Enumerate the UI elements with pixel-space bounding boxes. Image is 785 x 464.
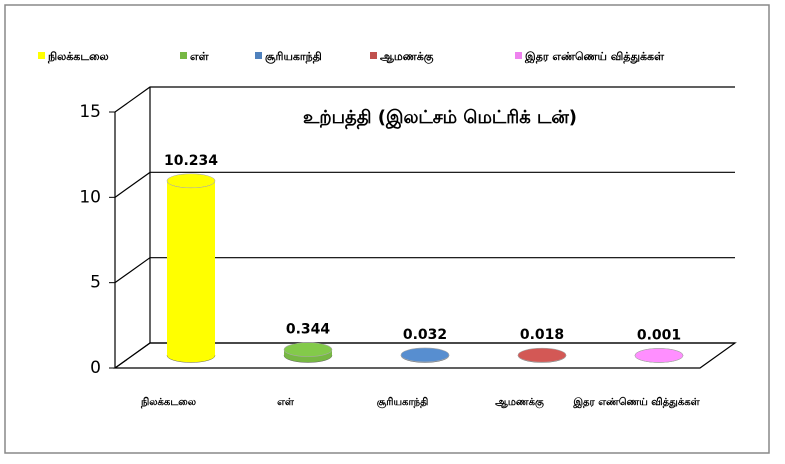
- value-label: 0.032: [403, 327, 447, 343]
- y-tick-label: 5: [90, 273, 101, 293]
- legend-label: ஆமணக்கு: [380, 50, 434, 65]
- legend-label: எள்: [190, 50, 210, 63]
- chart-title: உற்பத்தி (இலட்சம் மெட்ரிக் டன்): [303, 107, 577, 130]
- y-tick-label: 0: [90, 358, 101, 378]
- cylinder-top: [167, 174, 215, 188]
- legend-swatch: [515, 52, 522, 59]
- legend-swatch: [370, 52, 377, 59]
- legend-label: இதர எண்ணெய் வித்துக்கள்: [524, 50, 665, 64]
- cylinder: [284, 343, 332, 363]
- chart-frame: [5, 5, 769, 453]
- cylinder: [167, 174, 215, 363]
- value-label: 10.234: [164, 153, 218, 169]
- cylinder: [635, 348, 683, 362]
- legend-swatch: [38, 52, 45, 59]
- x-tick-label: சூரியகாந்தி: [377, 396, 429, 408]
- x-tick-label: இதர எண்ணெய் வித்துக்கள்: [572, 396, 700, 408]
- y-tick-label: 15: [79, 102, 101, 122]
- cylinder-top: [284, 343, 332, 357]
- legend-swatch: [255, 52, 262, 59]
- value-label: 0.001: [637, 327, 681, 343]
- x-tick-label: நிலக்கடலை: [140, 396, 196, 409]
- legend-label: சூரியகாந்தி: [265, 50, 322, 64]
- value-label: 0.344: [286, 322, 331, 338]
- cylinder-top: [518, 348, 566, 362]
- x-tick-label: எள்: [277, 397, 295, 408]
- x-tick-label: ஆமணக்கு: [495, 397, 544, 409]
- value-label: 0.018: [520, 327, 564, 343]
- cylinder-top: [635, 348, 683, 362]
- legend-label: நிலக்கடலை: [47, 50, 109, 64]
- legend-swatch: [180, 52, 187, 59]
- cylinder: [518, 348, 566, 362]
- bar: [167, 181, 215, 356]
- cylinder-top: [401, 348, 449, 362]
- y-tick-label: 10: [79, 187, 101, 207]
- cylinder: [401, 348, 449, 363]
